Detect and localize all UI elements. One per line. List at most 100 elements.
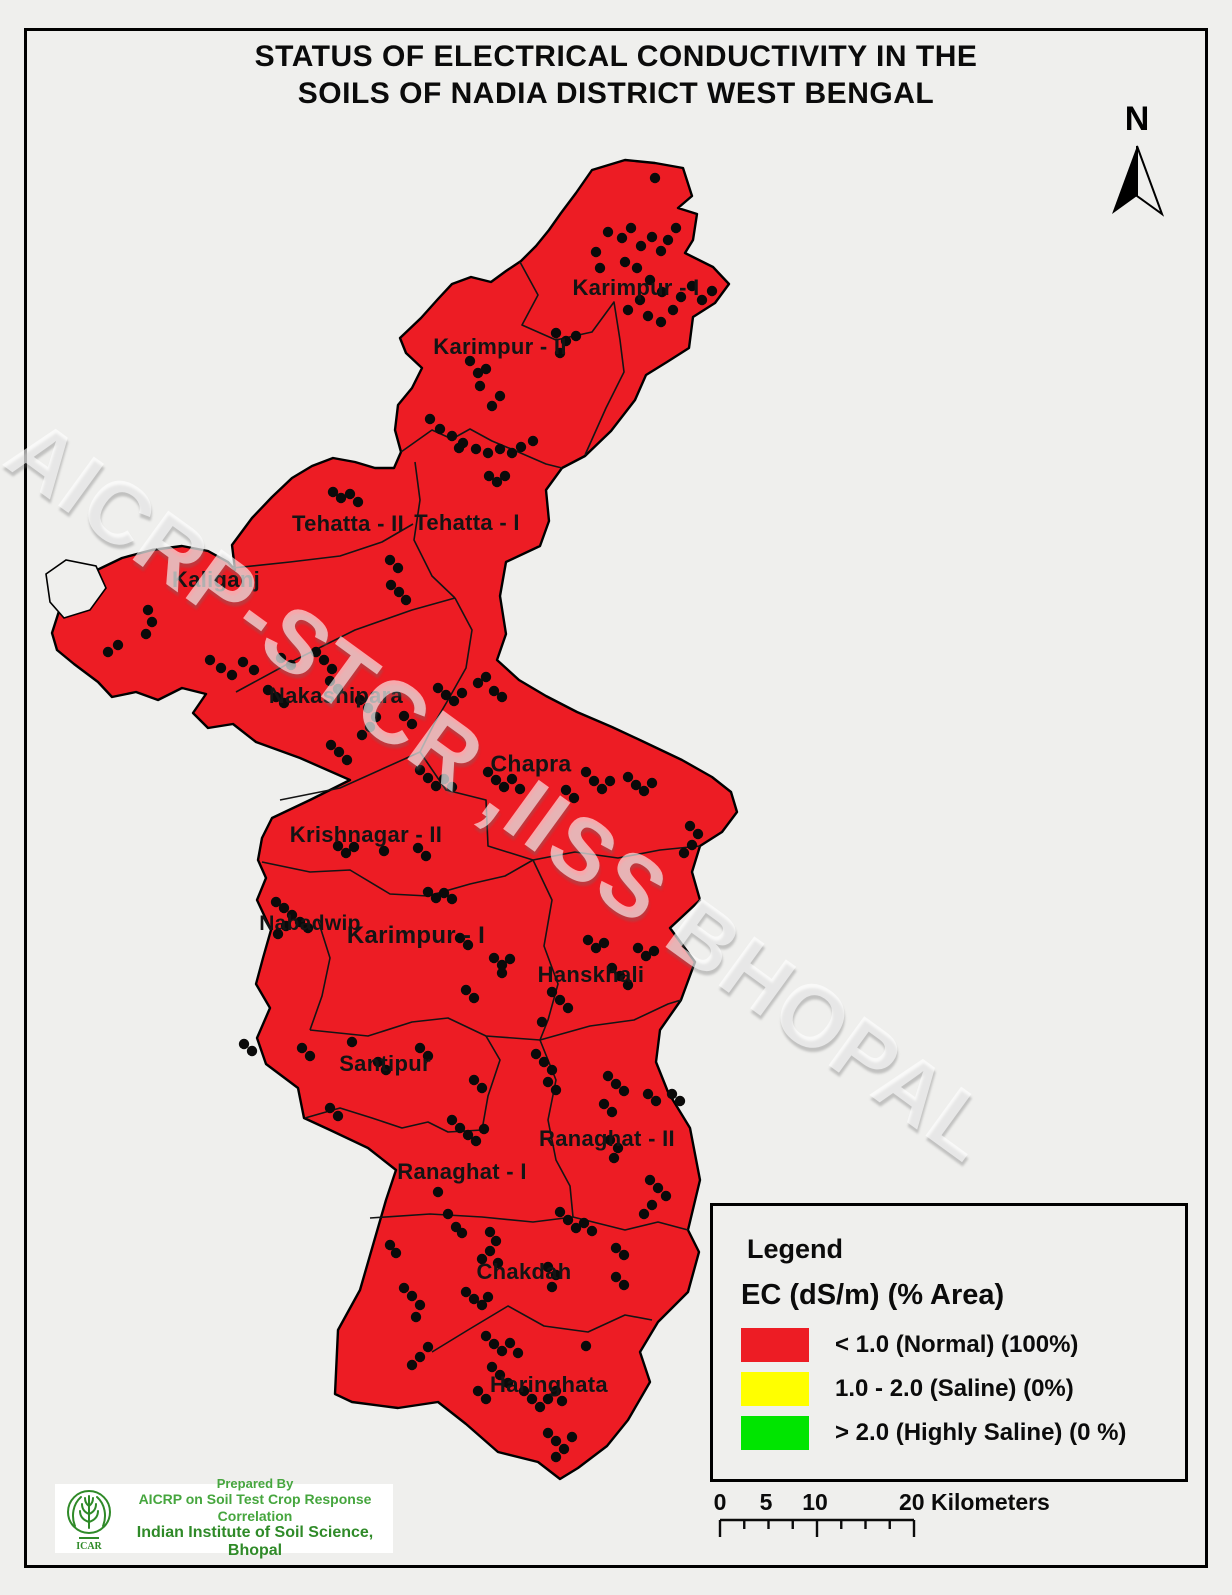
sample-point [488,1338,500,1350]
sample-point [560,335,572,347]
credits-text: Prepared By AICRP on Soil Test Crop Resp… [117,1476,393,1561]
sample-point [472,677,484,689]
block-label: Tehatta - II [292,511,404,536]
legend-swatch [741,1416,809,1450]
sample-point [554,347,566,359]
sample-point [488,952,500,964]
sample-point [310,646,322,658]
legend-item: > 2.0 (Highly Saline) (0 %) [741,1416,1185,1450]
sample-point [370,711,382,723]
sample-point [512,1347,524,1359]
block-label: Haringhata [490,1372,608,1397]
sample-point [454,932,466,944]
sample-point [462,1129,474,1141]
sample-point [325,739,337,751]
legend-items: < 1.0 (Normal) (100%) 1.0 - 2.0 (Saline) … [741,1328,1185,1450]
block-boundary-lines [232,261,701,1353]
icar-logo: ICAR [61,1486,117,1552]
sample-points-layer [102,172,718,1463]
sample-point [550,1435,562,1447]
sample-point [372,1056,384,1068]
sample-point [578,1217,590,1229]
sample-point [494,1369,506,1381]
sample-point [318,654,330,666]
block-label: Santipur [339,1051,431,1076]
sample-point [412,842,424,854]
sample-point [622,304,634,316]
sample-point [327,486,339,498]
legend-item: 1.0 - 2.0 (Saline) (0%) [741,1372,1185,1406]
sample-point [596,783,608,795]
sample-point [385,579,397,591]
sample-point [602,226,614,238]
sample-point [204,654,216,666]
sample-point [226,669,238,681]
sample-point [634,294,646,306]
sample-point [483,470,495,482]
legend-heading: Legend [747,1234,844,1264]
sample-point [674,1095,686,1107]
sample-point [304,1050,316,1062]
sample-point [486,400,498,412]
scale-bar-ruler [718,1518,916,1537]
district-boundary [50,158,739,1481]
sample-point [432,1186,444,1198]
block-label: Kaliganj [172,567,260,592]
sample-point [278,697,290,709]
sample-point [488,685,500,697]
sample-point [586,1225,598,1237]
sample-point [640,950,652,962]
sample-point [625,222,637,234]
sample-point [333,746,345,758]
sample-point [562,1002,574,1014]
sample-point [650,1095,662,1107]
sample-point [655,316,667,328]
sample-point [604,1134,616,1146]
sample-point [660,1190,672,1202]
sample-point [550,1385,562,1397]
sample-point [354,694,366,706]
sample-point [652,1182,664,1194]
sample-point [618,1279,630,1291]
sample-point [262,684,274,696]
sample-point [237,656,249,668]
sample-point [644,274,656,286]
sample-point [686,280,698,292]
legend-panel: Legend EC (dS/m) (% Area) < 1.0 (Normal)… [710,1203,1188,1482]
sample-point [696,294,708,306]
sample-point [432,682,444,694]
legend-item: < 1.0 (Normal) (100%) [741,1328,1185,1362]
sample-point [476,1082,488,1094]
sample-point [344,488,356,500]
map-enclave [45,559,107,619]
sample-point [646,1199,658,1211]
sample-point [480,1330,492,1342]
sample-point [678,847,690,859]
outer-frame [24,28,1208,1568]
block-label: Nakashipara [268,683,404,708]
sample-point [480,1393,492,1405]
sample-point [341,754,353,766]
sample-point [238,1038,250,1050]
sample-point [642,1088,654,1100]
sample-point [422,1341,434,1353]
sample-point [468,1293,480,1305]
sample-point [588,775,600,787]
sample-point [492,1257,504,1269]
sample-point [594,262,606,274]
sample-point [460,1286,472,1298]
sample-point [570,330,582,342]
sample-point [598,937,610,949]
scale-bar-label: 20 Kilometers [899,1489,1050,1515]
sample-point [622,979,634,991]
sample-point [648,945,660,957]
sample-point [527,435,539,447]
sample-point [448,695,460,707]
sample-point [446,1114,458,1126]
sample-point [400,594,412,606]
sample-point [484,1245,496,1257]
sample-point [550,1269,562,1281]
sample-point [422,886,434,898]
